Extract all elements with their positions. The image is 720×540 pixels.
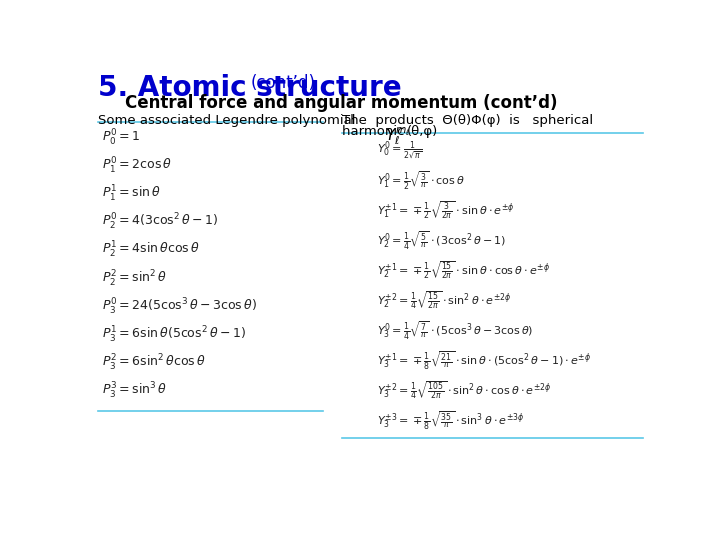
Text: $P_3^2 = 6 \sin^2 \theta \cos \theta$: $P_3^2 = 6 \sin^2 \theta \cos \theta$ xyxy=(102,353,206,373)
Text: $P_2^0 = 4(3 \cos^2 \theta - 1)$: $P_2^0 = 4(3 \cos^2 \theta - 1)$ xyxy=(102,212,219,232)
Text: Some associated Legendre polynomial: Some associated Legendre polynomial xyxy=(98,114,355,127)
Text: $Y_2^0 = \frac{1}{4}\sqrt{\frac{5}{\pi}} \cdot (3\cos^2\theta - 1)$: $Y_2^0 = \frac{1}{4}\sqrt{\frac{5}{\pi}}… xyxy=(377,230,506,252)
Text: $Y_3^{\pm 2} = \frac{1}{4}\sqrt{\frac{105}{2\pi}} \cdot \sin^2\theta \cdot \cos\: $Y_3^{\pm 2} = \frac{1}{4}\sqrt{\frac{10… xyxy=(377,380,552,401)
Text: 5. Atomic structure: 5. Atomic structure xyxy=(98,74,401,102)
Text: $Y_2^{\pm 2} = \frac{1}{4}\sqrt{\frac{15}{2\pi}} \cdot \sin^2\theta \cdot e^{\pm: $Y_2^{\pm 2} = \frac{1}{4}\sqrt{\frac{15… xyxy=(377,289,511,311)
Text: $P_1^1 = \sin \theta$: $P_1^1 = \sin \theta$ xyxy=(102,184,161,204)
Text: $Y_\ell^{m_\ell}$: $Y_\ell^{m_\ell}$ xyxy=(385,125,411,147)
Text: The  products  Θ(θ)Φ(φ)  is   spherical: The products Θ(θ)Φ(φ) is spherical xyxy=(342,114,593,127)
Text: $Y_0^0 = \frac{1}{2\sqrt{\pi}}$: $Y_0^0 = \frac{1}{2\sqrt{\pi}}$ xyxy=(377,139,422,162)
Text: $Y_2^{\pm 1} = \mp\frac{1}{2}\sqrt{\frac{15}{2\pi}} \cdot \sin\theta \cdot \cos\: $Y_2^{\pm 1} = \mp\frac{1}{2}\sqrt{\frac… xyxy=(377,260,549,281)
Text: $Y_3^0 = \frac{1}{4}\sqrt{\frac{7}{\pi}} \cdot (5\cos^3\theta - 3\cos\theta)$: $Y_3^0 = \frac{1}{4}\sqrt{\frac{7}{\pi}}… xyxy=(377,320,534,342)
Text: Central force and angular momentum (cont’d): Central force and angular momentum (cont… xyxy=(125,94,557,112)
Text: $P_0^0 = 1$: $P_0^0 = 1$ xyxy=(102,128,141,148)
Text: $P_2^2 = \sin^2 \theta$: $P_2^2 = \sin^2 \theta$ xyxy=(102,268,168,288)
Text: $P_2^1 = 4 \sin \theta \cos \theta$: $P_2^1 = 4 \sin \theta \cos \theta$ xyxy=(102,240,200,260)
Text: $P_1^0 = 2 \cos \theta$: $P_1^0 = 2 \cos \theta$ xyxy=(102,156,173,176)
Text: $Y_3^{\pm 1} = \mp\frac{1}{8}\sqrt{\frac{21}{\pi}} \cdot \sin\theta \cdot (5\cos: $Y_3^{\pm 1} = \mp\frac{1}{8}\sqrt{\frac… xyxy=(377,350,591,372)
Text: $Y_1^{\pm 1} = \mp\frac{1}{2}\sqrt{\frac{3}{2\pi}} \cdot \sin\theta \cdot e^{\pm: $Y_1^{\pm 1} = \mp\frac{1}{2}\sqrt{\frac… xyxy=(377,200,514,221)
Text: harmonic: harmonic xyxy=(342,125,409,138)
Text: (θ,φ): (θ,φ) xyxy=(407,125,438,138)
Text: $Y_3^{\pm 3} = \mp\frac{1}{8}\sqrt{\frac{35}{\pi}} \cdot \sin^3\theta \cdot e^{\: $Y_3^{\pm 3} = \mp\frac{1}{8}\sqrt{\frac… xyxy=(377,410,524,432)
Text: (cont’d): (cont’d) xyxy=(251,74,315,92)
Text: $P_3^3 = \sin^3 \theta$: $P_3^3 = \sin^3 \theta$ xyxy=(102,381,168,401)
Text: $Y_1^0 = \frac{1}{2}\sqrt{\frac{3}{\pi}} \cdot \cos\theta$: $Y_1^0 = \frac{1}{2}\sqrt{\frac{3}{\pi}}… xyxy=(377,170,464,192)
Text: $P_3^0 = 24(5 \cos^3 \theta - 3 \cos \theta)$: $P_3^0 = 24(5 \cos^3 \theta - 3 \cos \th… xyxy=(102,296,257,316)
Text: $P_3^1 = 6 \sin \theta(5 \cos^2 \theta - 1)$: $P_3^1 = 6 \sin \theta(5 \cos^2 \theta -… xyxy=(102,325,246,345)
